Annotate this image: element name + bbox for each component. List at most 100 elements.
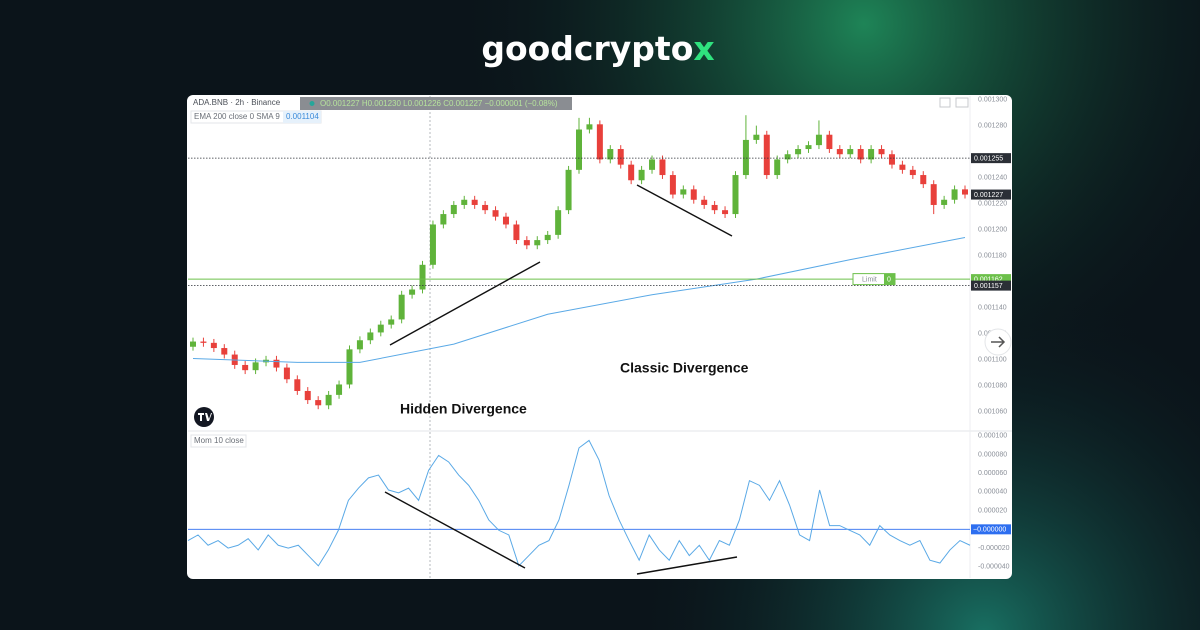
candle-body: [638, 169, 645, 181]
candle-body: [221, 348, 228, 355]
y-tick-label: 0.001060: [978, 409, 1007, 416]
candle-body: [523, 240, 530, 246]
candle-body: [200, 341, 207, 343]
order-qty: 0: [887, 276, 891, 283]
y-tick-label: 0.000060: [978, 470, 1007, 477]
candle-body: [962, 189, 968, 195]
candle-body: [367, 332, 374, 341]
candle-body: [669, 175, 676, 195]
ohlc-legend: O0.001227 H0.001230 L0.001226 C0.001227 …: [320, 99, 558, 108]
candle-body: [492, 210, 499, 217]
zero-tag-label: −0.000000: [973, 527, 1006, 534]
scroll-button[interactable]: [984, 328, 1012, 356]
candle-body: [899, 164, 906, 170]
arrow-icon: [991, 336, 1006, 348]
logo-mark: x: [693, 29, 714, 68]
candle-body: [273, 359, 280, 368]
order-qty-box: [884, 273, 895, 285]
candle-body: [847, 149, 854, 155]
candle-body: [429, 224, 436, 265]
logo-accent: o: [671, 29, 694, 68]
y-tick-label: 0.000020: [978, 507, 1007, 514]
candle-body: [388, 319, 395, 325]
trend-line: [636, 556, 738, 575]
y-tick-label: 0.001100: [978, 357, 1007, 364]
icon[interactable]: [955, 97, 969, 108]
y-tick-label: -0.000020: [978, 545, 1010, 552]
ema-value: 0.001104: [286, 112, 319, 121]
candle-body: [711, 204, 718, 211]
candle-body: [440, 214, 447, 225]
candle-body: [742, 139, 749, 176]
price-tag-label: 0.001157: [974, 283, 1003, 290]
candle-body: [294, 379, 301, 391]
order-label: Limit: [862, 276, 877, 283]
candle-body: [930, 184, 937, 205]
zero-tag: [971, 524, 1011, 535]
price-tag-label: 0.001162: [974, 276, 1003, 283]
icon[interactable]: [939, 97, 951, 108]
candle-body: [356, 340, 363, 350]
candle-body: [242, 364, 249, 371]
ema-line: [192, 236, 966, 363]
y-tick-label: 0.001240: [978, 174, 1007, 181]
candle-body: [502, 216, 509, 225]
candle-body: [680, 189, 687, 195]
candle-body: [555, 210, 562, 235]
candle-body: [461, 199, 468, 205]
candle-body: [826, 134, 833, 150]
candle-body: [649, 159, 656, 170]
trend-line: [636, 184, 733, 237]
y-tick-label: -0.000040: [978, 564, 1010, 571]
chart-card: [187, 95, 1012, 579]
price-tag: [971, 274, 1011, 285]
price-tag: [971, 189, 1011, 200]
candle-body: [690, 189, 697, 200]
candle-body: [565, 169, 572, 211]
y-tick-label: 0.001180: [978, 253, 1007, 260]
mom-legend: Mom 10 close: [194, 436, 244, 445]
y-tick-label: 0.001300: [978, 96, 1007, 103]
candle-body: [252, 362, 259, 371]
candle-body: [815, 134, 822, 146]
candle-body: [763, 134, 770, 176]
ema-value-box: [283, 111, 321, 123]
candle-body: [576, 129, 582, 170]
candle-body: [722, 210, 729, 215]
candle-body: [701, 199, 708, 205]
candle-body: [283, 367, 290, 380]
candle-body: [888, 154, 895, 165]
candle-body: [346, 349, 353, 385]
candle-body: [398, 294, 405, 320]
candle-body: [878, 149, 885, 155]
candle-body: [659, 159, 666, 176]
divergence-lines: [384, 184, 738, 575]
candle-body: [753, 134, 760, 140]
candle-body: [513, 224, 520, 241]
tv-logo-glyph: [198, 413, 212, 421]
tv-logo: [194, 407, 214, 427]
candle-body: [617, 149, 624, 165]
candle-body: [450, 204, 457, 215]
candle-body: [920, 175, 927, 185]
ema-legend: EMA 200 close 0 SMA 9: [194, 112, 280, 121]
candle-body: [190, 341, 196, 347]
y-tick-label: 0.001080: [978, 383, 1007, 390]
y-tick-label: 0.001140: [978, 305, 1007, 312]
candle-body: [471, 199, 478, 205]
candle-body: [774, 159, 781, 176]
trend-line: [389, 261, 541, 346]
candle-body: [836, 149, 843, 155]
y-tick-label: 0.001280: [978, 122, 1007, 129]
candle-body: [534, 240, 541, 246]
candle-body: [304, 390, 311, 401]
candle-body: [784, 154, 791, 160]
candle-body: [732, 175, 739, 215]
candle-body: [325, 394, 332, 406]
candle-body: [544, 234, 551, 241]
candle-body: [482, 204, 489, 211]
candle-body: [586, 124, 593, 130]
price-tag-label: 0.001227: [974, 192, 1003, 199]
status-dot: [309, 101, 315, 106]
y-tick-label: 0.000040: [978, 489, 1007, 496]
